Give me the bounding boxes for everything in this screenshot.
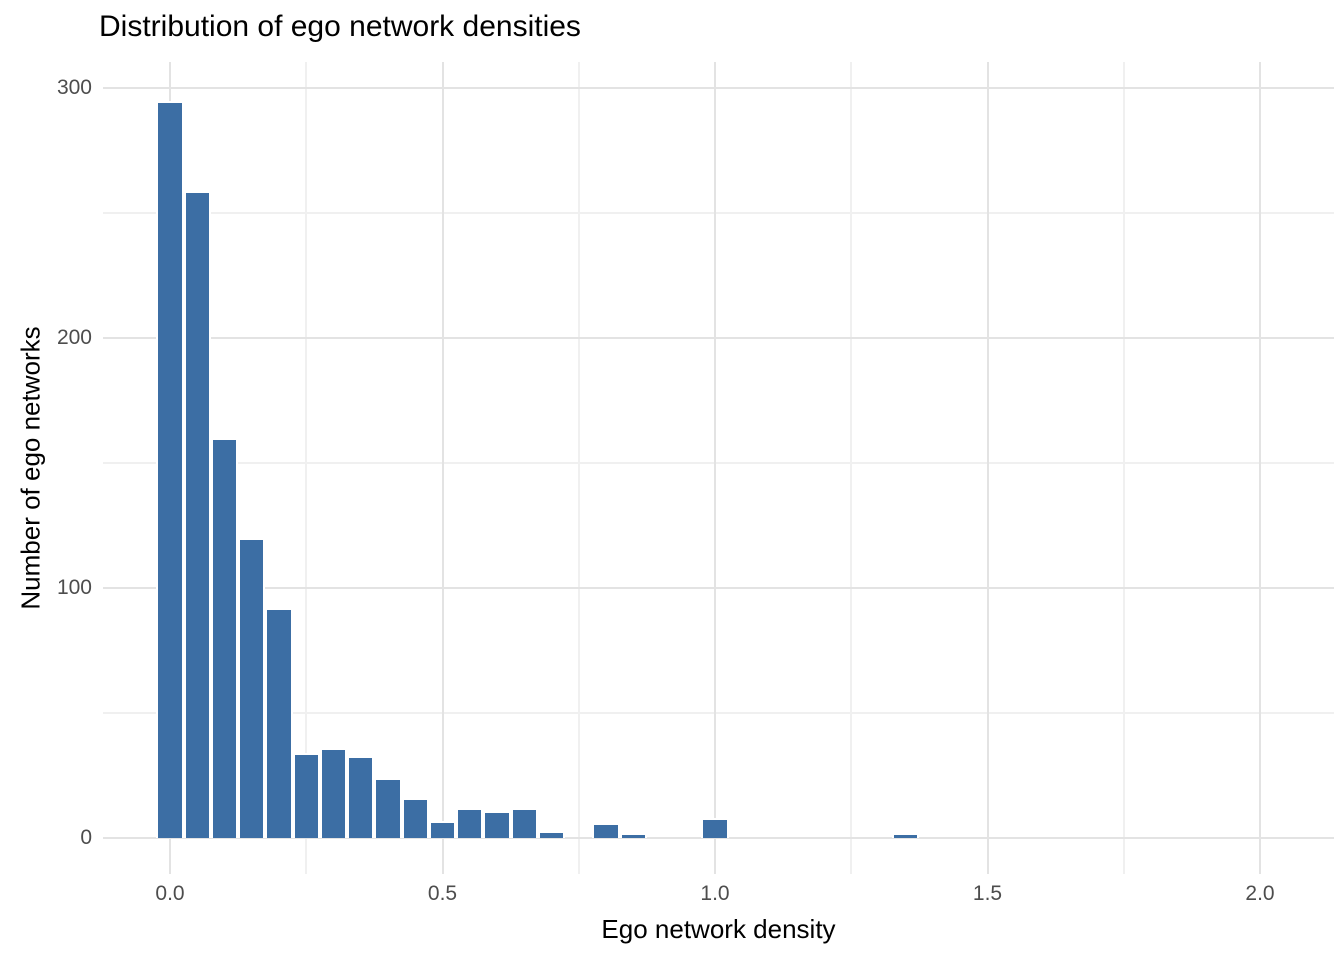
histogram-bar bbox=[156, 100, 184, 838]
histogram-bar bbox=[265, 608, 293, 838]
x-tick-label: 1.0 bbox=[700, 882, 730, 905]
x-tick-label: 0.0 bbox=[155, 882, 185, 905]
histogram-bar bbox=[510, 808, 538, 838]
x-tick-label: 0.5 bbox=[427, 882, 458, 905]
histogram-bar bbox=[183, 190, 211, 838]
gridline-y-major bbox=[103, 87, 1334, 89]
gridline-y-major bbox=[103, 837, 1334, 839]
y-tick-label: 100 bbox=[56, 576, 92, 599]
gridline-x-minor bbox=[850, 62, 853, 874]
y-tick-label: 300 bbox=[56, 76, 92, 99]
gridline-x-minor bbox=[1122, 62, 1125, 874]
plot-title: Distribution of ego network densities bbox=[99, 10, 581, 43]
x-tick-label: 2.0 bbox=[1245, 882, 1275, 905]
histogram-bar bbox=[210, 438, 239, 838]
gridline-y-minor bbox=[103, 462, 1334, 464]
gridline-y-major bbox=[103, 337, 1334, 339]
gridline-x-minor bbox=[305, 62, 308, 874]
histogram-bar bbox=[483, 810, 511, 838]
gridline-y-major bbox=[103, 587, 1334, 589]
histogram-bar bbox=[319, 748, 348, 838]
histogram-bar bbox=[347, 755, 375, 838]
histogram-bar bbox=[428, 820, 457, 838]
histogram-bar bbox=[374, 778, 402, 838]
histogram-bar bbox=[892, 833, 920, 838]
histogram-bar bbox=[592, 823, 620, 838]
y-tick-label: 0 bbox=[80, 826, 92, 849]
y-axis-title: Number of ego networks bbox=[15, 326, 46, 610]
gridline-x-minor bbox=[577, 62, 580, 874]
x-tick-label: 1.5 bbox=[972, 882, 1003, 905]
y-tick-label: 200 bbox=[56, 326, 92, 349]
gridline-x-major bbox=[714, 62, 716, 874]
histogram-bar bbox=[456, 808, 484, 838]
gridline-y-minor bbox=[103, 712, 1334, 714]
gridline-y-minor bbox=[103, 212, 1334, 214]
histogram-bar bbox=[292, 753, 320, 838]
x-axis-title: Ego network density bbox=[601, 914, 836, 944]
histogram-bar bbox=[537, 830, 566, 838]
gridline-x-major bbox=[441, 62, 444, 874]
histogram-bar bbox=[401, 798, 429, 838]
histogram-bar bbox=[701, 818, 729, 838]
histogram-bar bbox=[238, 538, 266, 838]
gridline-x-major bbox=[1259, 62, 1261, 874]
histogram-bar bbox=[619, 833, 647, 838]
gridline-x-major bbox=[986, 62, 989, 874]
